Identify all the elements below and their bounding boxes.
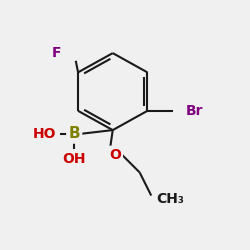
Text: HO: HO [32, 127, 56, 141]
Text: O: O [109, 148, 121, 162]
Text: B: B [68, 126, 80, 142]
Text: OH: OH [62, 152, 86, 166]
Text: F: F [52, 46, 61, 60]
Text: Br: Br [186, 104, 204, 118]
Text: CH₃: CH₃ [156, 192, 184, 206]
